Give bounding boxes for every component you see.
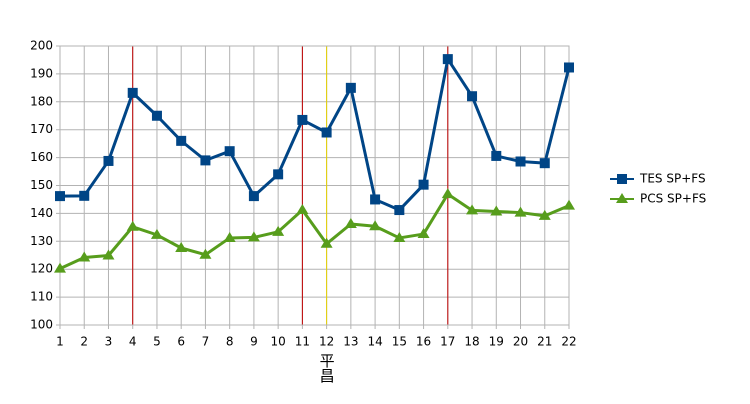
y-tick-label: 170	[30, 122, 53, 136]
data-point	[102, 249, 115, 260]
x-tick-label: 19	[489, 335, 504, 349]
x-tick-label: 20	[513, 335, 528, 349]
x-tick-label: 18	[464, 335, 479, 349]
legend-label: PCS SP+FS	[640, 192, 706, 206]
legend-marker	[616, 193, 628, 203]
x-tick-label: 22	[561, 335, 576, 349]
data-point	[224, 146, 235, 157]
data-point	[491, 150, 502, 161]
x-tick-label: 11	[295, 335, 310, 349]
data-point	[175, 241, 188, 252]
data-point	[467, 91, 478, 102]
x-tick-label: 15	[392, 335, 407, 349]
data-point	[199, 248, 212, 259]
x-tick-label: 14	[367, 335, 382, 349]
x-tick-label: 12	[319, 335, 334, 349]
y-tick-label: 140	[30, 206, 53, 220]
data-point	[564, 62, 574, 73]
data-point	[321, 127, 332, 138]
annotation: 平昌	[318, 353, 336, 383]
x-tick-label: 1	[56, 335, 64, 349]
data-point	[345, 82, 356, 93]
x-tick-label: 6	[177, 335, 185, 349]
series-line	[59, 192, 570, 271]
data-point	[78, 251, 91, 262]
data-point	[466, 204, 479, 215]
x-tick-label: 7	[202, 335, 210, 349]
data-point	[393, 231, 406, 242]
data-point	[127, 87, 138, 98]
data-point	[344, 218, 357, 229]
legend-marker	[617, 174, 627, 184]
data-point	[418, 179, 429, 190]
y-tick-label: 120	[30, 262, 53, 276]
y-tick-label: 100	[30, 318, 53, 332]
y-tick-label: 180	[30, 94, 53, 108]
x-tick-label: 4	[129, 335, 137, 349]
data-point	[514, 206, 527, 217]
data-point	[394, 205, 405, 216]
x-tick-label: 13	[343, 335, 358, 349]
data-point	[200, 155, 211, 166]
data-point	[370, 194, 381, 205]
data-point	[54, 262, 66, 273]
legend-label: TES SP+FS	[639, 172, 706, 186]
data-point	[272, 225, 285, 236]
x-tick-label: 8	[226, 335, 234, 349]
x-tick-label: 17	[440, 335, 455, 349]
series-line	[59, 57, 571, 212]
x-tick-label: 21	[537, 335, 552, 349]
data-point	[441, 188, 454, 199]
data-point	[320, 237, 333, 248]
y-tick-label: 130	[30, 234, 53, 248]
data-point	[442, 54, 453, 65]
data-point	[247, 231, 260, 242]
data-point	[539, 158, 550, 169]
x-tick-label: 9	[250, 335, 258, 349]
data-point	[55, 191, 65, 202]
data-point	[297, 114, 308, 125]
y-tick-label: 200	[30, 39, 53, 53]
data-point	[248, 191, 259, 202]
data-point	[369, 220, 382, 231]
plot-frame	[59, 45, 570, 326]
data-point	[490, 205, 503, 216]
data-point	[538, 209, 551, 220]
data-point	[79, 190, 90, 201]
data-point	[151, 110, 162, 121]
data-point	[563, 199, 575, 210]
data-point	[176, 135, 187, 146]
data-point	[150, 228, 163, 239]
y-tick-label: 160	[30, 150, 53, 164]
data-point	[103, 155, 114, 166]
data-point	[296, 204, 309, 215]
y-tick-label: 150	[30, 178, 53, 192]
data-point	[515, 156, 526, 167]
data-point	[417, 228, 430, 239]
x-tick-label: 10	[271, 335, 286, 349]
x-tick-label: 5	[153, 335, 161, 349]
data-point	[273, 169, 284, 180]
x-tick-label: 16	[416, 335, 431, 349]
y-tick-label: 110	[30, 290, 53, 304]
data-point	[223, 231, 236, 242]
x-tick-label: 3	[105, 335, 113, 349]
data-point	[126, 220, 139, 231]
y-tick-label: 190	[30, 66, 53, 80]
x-tick-label: 2	[80, 335, 88, 349]
